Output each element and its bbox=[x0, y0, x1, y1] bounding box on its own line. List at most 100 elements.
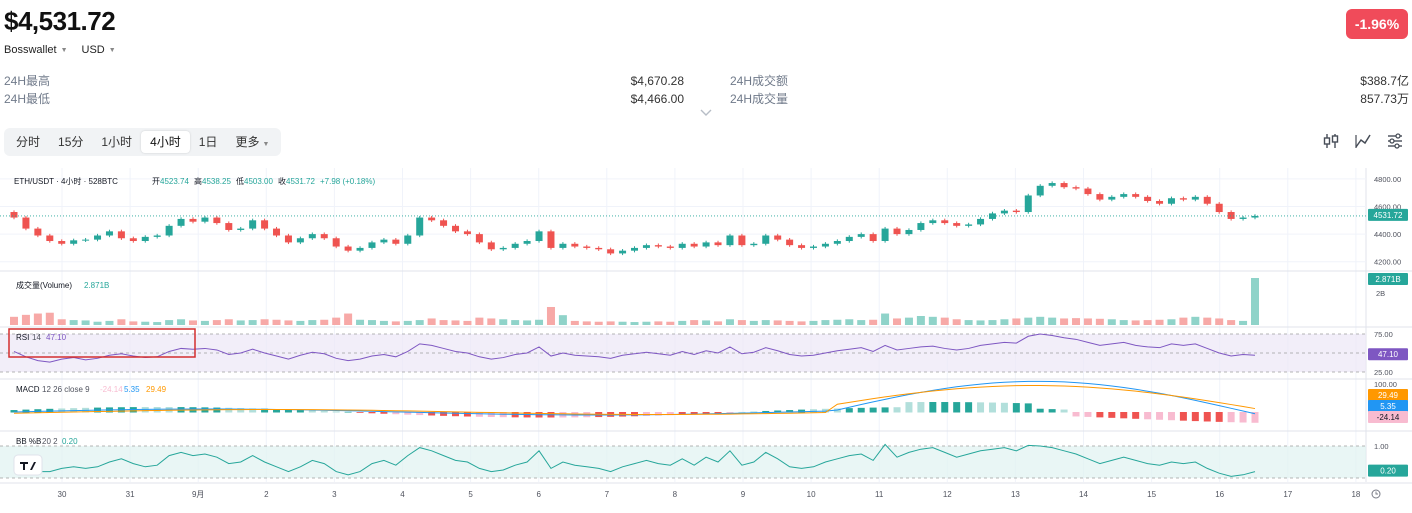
macd-signal-value: 5.35 bbox=[124, 385, 140, 394]
macd-histogram-bar bbox=[714, 412, 722, 414]
candle bbox=[201, 217, 209, 222]
current-price: $4,531.72 bbox=[4, 6, 116, 36]
candle bbox=[487, 242, 495, 250]
stat-turnover: 24H成交额 $388.7亿 bbox=[730, 72, 1409, 90]
tab-15m[interactable]: 15分 bbox=[58, 135, 84, 149]
candle bbox=[475, 234, 483, 243]
candle bbox=[702, 242, 710, 247]
volume-bar bbox=[236, 320, 245, 325]
macd-histogram-bar bbox=[153, 407, 161, 413]
volume-bar bbox=[940, 317, 949, 325]
candle bbox=[869, 234, 877, 242]
volume-bar bbox=[558, 315, 567, 325]
x-tick-label: 2 bbox=[264, 490, 269, 499]
candle bbox=[1167, 198, 1175, 204]
candle bbox=[344, 246, 352, 251]
macd-histogram-bar bbox=[308, 410, 316, 413]
volume-bar bbox=[57, 319, 66, 325]
candle bbox=[1120, 194, 1128, 197]
candle bbox=[1239, 217, 1247, 219]
macd-histogram-bar bbox=[702, 412, 710, 414]
candle bbox=[1132, 194, 1140, 197]
candle bbox=[34, 228, 42, 236]
clock-hand bbox=[1375, 491, 1378, 495]
price-chart[interactable]: 4800.00 4600.00 4400.00 4200.00 4531.72 ETH/U… bbox=[0, 168, 1412, 513]
candle bbox=[22, 217, 30, 229]
macd-axis-label: 100.00 bbox=[1374, 380, 1397, 389]
volume-bar bbox=[1012, 318, 1021, 325]
volume-bar bbox=[1191, 316, 1200, 325]
candle bbox=[129, 238, 137, 242]
macd-histogram-bar bbox=[642, 412, 650, 416]
macd-last-signal: 5.35 bbox=[1380, 402, 1396, 411]
volume-bar bbox=[606, 321, 615, 325]
volume-bar bbox=[188, 320, 197, 325]
candle bbox=[1024, 195, 1032, 213]
settings-icon[interactable] bbox=[1386, 132, 1404, 150]
candle bbox=[988, 213, 996, 219]
macd-value: -24.14 bbox=[100, 385, 123, 394]
macd-histogram-bar bbox=[440, 412, 448, 416]
macd-histogram-bar bbox=[1215, 412, 1223, 422]
chevron-down-icon[interactable] bbox=[700, 108, 712, 118]
volume-bar bbox=[690, 320, 699, 325]
macd-histogram-bar bbox=[320, 410, 328, 413]
volume-bar bbox=[845, 319, 854, 325]
volume-bar bbox=[475, 317, 484, 325]
rsi-line bbox=[13, 333, 1256, 363]
macd-histogram-bar bbox=[356, 412, 364, 413]
currency-label: USD bbox=[81, 44, 105, 56]
volume-bar bbox=[785, 320, 794, 325]
clock-icon bbox=[1371, 489, 1381, 499]
bb-params: 20 2 bbox=[42, 437, 58, 446]
macd-histogram-bar bbox=[941, 402, 949, 413]
indicator-icon[interactable] bbox=[1322, 132, 1340, 150]
tab-1d[interactable]: 1日 bbox=[198, 135, 218, 149]
candle bbox=[1227, 212, 1235, 219]
macd-histogram-bar bbox=[10, 410, 18, 413]
tab-4h[interactable]: 4小时 bbox=[141, 131, 190, 153]
symbol-pair: ETH/USDT · 4小时 · 528BTC bbox=[14, 176, 118, 186]
volume-bar bbox=[308, 320, 317, 325]
candle bbox=[595, 247, 603, 250]
candle bbox=[1060, 183, 1068, 188]
bb-last-label: 0.20 bbox=[1380, 467, 1396, 476]
exchange-selector[interactable]: Bosswallet ▼ bbox=[4, 44, 68, 56]
x-tick-label: 30 bbox=[58, 490, 67, 499]
tab-1h[interactable]: 1小时 bbox=[101, 135, 133, 149]
macd-histogram-bar bbox=[905, 402, 913, 413]
tab-more[interactable]: 更多 ▼ bbox=[226, 131, 278, 153]
x-tick-label: 8 bbox=[673, 490, 678, 499]
candle bbox=[881, 228, 889, 242]
rsi-period: 14 bbox=[32, 333, 41, 342]
x-tick-label: 3 bbox=[332, 490, 337, 499]
high-label: 高 bbox=[194, 176, 202, 186]
macd-histogram-bar bbox=[1179, 412, 1187, 421]
candle bbox=[1215, 203, 1223, 213]
last-price-label-bg bbox=[1368, 208, 1408, 221]
candle bbox=[1012, 210, 1020, 213]
volume-bar bbox=[260, 319, 269, 325]
candle bbox=[416, 217, 424, 236]
volume-bar bbox=[1060, 318, 1069, 325]
macd-params: 12 26 close 9 bbox=[42, 385, 90, 394]
macd-histogram-bar bbox=[1227, 412, 1235, 423]
macd-hist-value: 29.49 bbox=[146, 385, 167, 394]
macd-histogram-bar bbox=[463, 412, 471, 417]
x-tick-label: 4 bbox=[400, 490, 405, 499]
macd-label: MACD bbox=[16, 385, 40, 394]
macd-histogram-bar bbox=[22, 409, 30, 413]
volume-bar bbox=[1000, 319, 1009, 325]
currency-selector[interactable]: USD ▼ bbox=[82, 44, 116, 56]
macd-histogram-bar bbox=[392, 412, 400, 415]
tab-time-share[interactable]: 分时 bbox=[16, 135, 41, 149]
macd-histogram-bar bbox=[953, 402, 961, 413]
bb-last-label-bg bbox=[1368, 464, 1408, 477]
draw-line-icon[interactable] bbox=[1354, 132, 1372, 150]
stat-volume-value: 857.73万 bbox=[1360, 92, 1409, 106]
volume-bar bbox=[153, 322, 162, 325]
stat-volume: 24H成交量 857.73万 bbox=[730, 90, 1409, 108]
volume-bar bbox=[546, 306, 555, 325]
macd-histogram-bar bbox=[893, 407, 901, 413]
